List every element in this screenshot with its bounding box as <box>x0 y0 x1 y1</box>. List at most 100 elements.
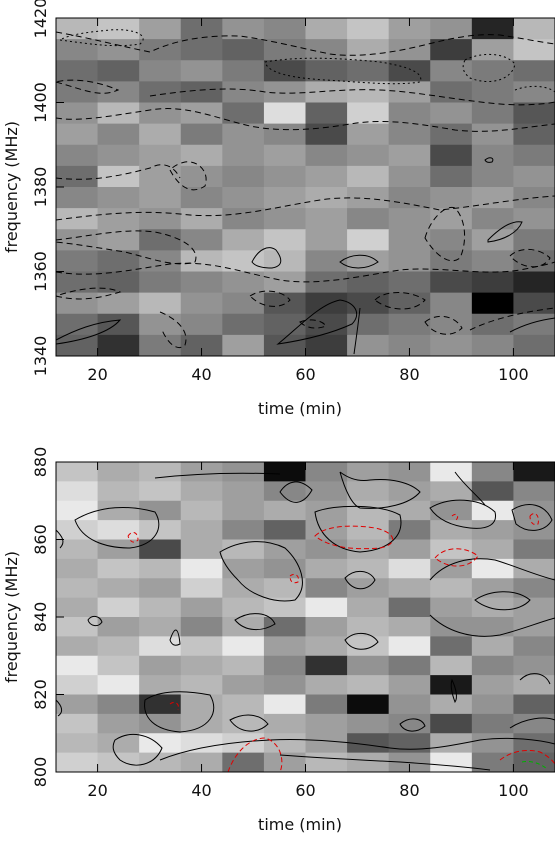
top-heatmap-cell <box>263 102 306 125</box>
bottom-heatmap-cell <box>305 675 348 695</box>
bottom-heatmap-cell <box>139 617 182 637</box>
top-heatmap-cell <box>97 102 140 125</box>
bottom-heatmap-cell <box>305 636 348 657</box>
top-heatmap-cell <box>56 292 99 315</box>
top-heatmap-cell <box>222 102 265 125</box>
bottom-heatmap-cell <box>139 694 182 715</box>
bottom-heatmap-cell <box>263 752 306 773</box>
top-heatmap-cell <box>471 229 514 251</box>
top-contour-solid <box>484 157 494 163</box>
top-panel: 20 40 60 80 100 1340 1360 1380 1400 1420 time (m… <box>2 0 555 418</box>
top-heatmap-cell <box>471 187 514 209</box>
top-heatmap-cell <box>139 60 182 82</box>
bottom-contour-solid <box>159 737 555 761</box>
top-y-tick-label: 1400 <box>31 82 50 123</box>
top-heatmap-cell <box>388 334 431 357</box>
top-y-tick-label: 1380 <box>31 167 50 208</box>
top-heatmap-cell <box>139 271 182 294</box>
top-heatmap-cell <box>263 123 306 146</box>
top-contour-dashed <box>374 292 426 310</box>
top-heatmap-cell <box>180 292 223 315</box>
top-heatmap-cell <box>263 39 306 61</box>
bottom-heatmap-cell <box>222 733 265 754</box>
top-heatmap-cell <box>97 271 140 294</box>
bottom-y-tick-label: 840 <box>31 602 50 633</box>
bottom-heatmap-cell <box>513 675 555 695</box>
top-heatmap-cell <box>97 144 140 167</box>
top-contour-dashed <box>509 249 551 268</box>
bottom-contour-solid <box>454 471 486 506</box>
top-heatmap-cell <box>305 39 348 61</box>
top-heatmap-cell <box>471 271 514 294</box>
bottom-heatmap-cell <box>180 752 223 773</box>
bottom-heatmap-cell <box>347 578 390 599</box>
top-heatmap-cell <box>97 18 140 40</box>
top-heatmap-cell <box>347 208 390 230</box>
top-plot-frame <box>55 17 555 357</box>
bottom-heatmap-cell <box>471 636 514 657</box>
bottom-heatmap-cell <box>388 558 431 579</box>
top-heatmap-cell <box>388 18 431 40</box>
top-heatmap-cell <box>388 60 431 82</box>
top-heatmap-cell <box>97 165 140 188</box>
top-heatmap-cell <box>180 187 223 209</box>
top-contour-solid <box>251 247 282 269</box>
top-heatmap-cell <box>388 165 431 188</box>
top-heatmap-cell <box>347 313 390 336</box>
bottom-y-axis-label: frequency (MHz) <box>2 551 21 683</box>
top-heatmap-cell <box>139 187 182 209</box>
bottom-heatmap-cell <box>471 617 514 637</box>
bottom-heatmap-cell <box>97 752 140 773</box>
top-heatmap-cell <box>56 81 99 103</box>
top-heatmap-cell <box>139 229 182 251</box>
bottom-heatmap-cell <box>388 481 431 502</box>
bottom-heatmap-cell <box>56 558 99 579</box>
top-y-ticks: 1340 1360 1380 1400 1420 <box>31 0 64 376</box>
bottom-heatmap-cell <box>347 520 390 540</box>
top-heatmap-cell <box>305 81 348 103</box>
top-heatmap-cell <box>388 313 431 336</box>
top-heatmap-cell <box>97 187 140 209</box>
bottom-contour-solid <box>344 571 376 590</box>
top-contour-dashed <box>55 164 181 180</box>
top-heatmap-cell <box>513 313 555 336</box>
top-contour-dashed <box>55 287 122 300</box>
bottom-heatmap-cell <box>347 733 390 754</box>
bottom-heatmap-cell <box>56 675 99 695</box>
bottom-contour-solid <box>234 613 276 630</box>
top-heatmap-cell <box>180 39 223 61</box>
bottom-heatmap-cell <box>97 462 140 482</box>
top-heatmap-cell <box>471 334 514 357</box>
top-x-tick-label: 80 <box>399 365 419 384</box>
bottom-heatmap-cell <box>430 597 473 618</box>
bottom-contour-green <box>521 761 547 769</box>
top-heatmap-cell <box>388 271 431 294</box>
top-heatmap-cell <box>222 313 265 336</box>
top-heatmap-cell <box>139 144 182 167</box>
bottom-heatmap-cell <box>347 617 390 637</box>
bottom-heatmap-cell <box>56 481 99 502</box>
top-heatmap-cell <box>180 229 223 251</box>
top-heatmap-cell <box>471 18 514 40</box>
top-heatmap-cell <box>222 208 265 230</box>
bottom-contour-solid <box>74 506 160 549</box>
top-heatmap-cell <box>347 39 390 61</box>
bottom-heatmap-cell <box>513 713 555 734</box>
bottom-heatmap-cell <box>347 500 390 521</box>
top-heatmap-cell <box>347 187 390 209</box>
bottom-heatmap-cell <box>97 481 140 502</box>
top-heatmap-cell <box>56 144 99 167</box>
top-heatmap-cell <box>388 39 431 61</box>
bottom-y-ticks: 800 820 840 860 880 <box>31 447 64 787</box>
top-heatmap-cell <box>222 165 265 188</box>
bottom-heatmap-cell <box>180 462 223 482</box>
bottom-contour-solid <box>339 471 421 509</box>
bottom-heatmap-cell <box>388 655 431 676</box>
bottom-heatmap-cell <box>180 481 223 502</box>
top-heatmap-cell <box>139 81 182 103</box>
bottom-contour-red <box>314 525 393 550</box>
top-heatmap-cell <box>305 334 348 357</box>
bottom-x-tick-label: 60 <box>295 781 315 800</box>
bottom-x-tick-label: 20 <box>87 781 107 800</box>
bottom-heatmap-cell <box>513 597 555 618</box>
